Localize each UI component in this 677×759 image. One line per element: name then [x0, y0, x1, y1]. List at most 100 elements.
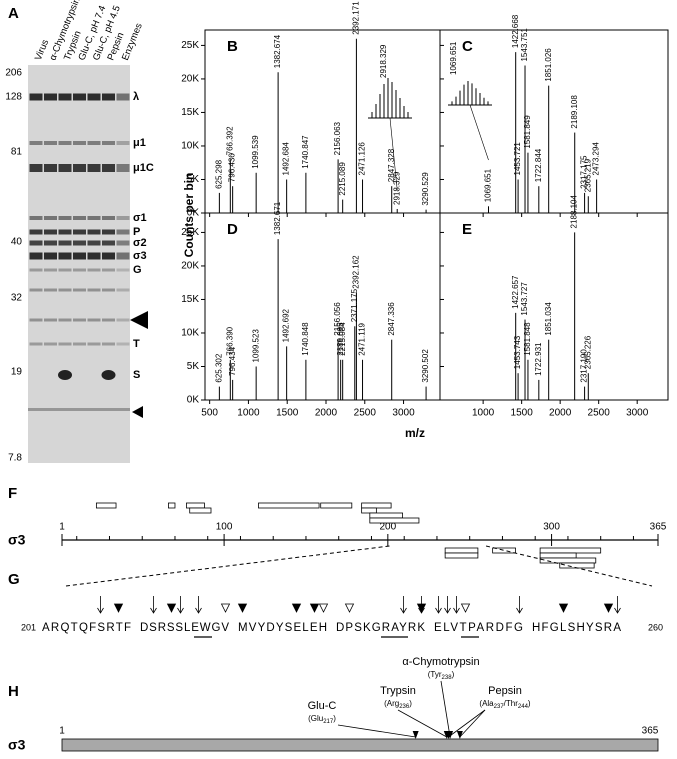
gel-band — [73, 141, 86, 145]
x-tick-label: 2500 — [354, 408, 377, 419]
gel-band — [102, 93, 115, 101]
x-tick-label: 500 — [201, 408, 218, 419]
panel-label: A — [8, 5, 19, 22]
sequence-group: MVYDYSELEH — [238, 622, 327, 634]
gel-band — [58, 318, 72, 322]
cleavage-site: (Arg236) — [384, 699, 412, 709]
sequence-start: 201 — [21, 622, 36, 632]
y-tick-label: 0K — [187, 208, 200, 219]
peak-label: 2365.226 — [583, 335, 592, 369]
peak-label: 625.298 — [214, 159, 223, 188]
x-tick-label: 2500 — [588, 408, 611, 419]
peak-label: 2215.089 — [338, 162, 347, 196]
gel-band — [73, 318, 86, 322]
peak-label: 1099.523 — [251, 329, 260, 363]
gel-band — [87, 141, 101, 145]
inset-connector — [389, 117, 398, 191]
mw-marker: 7.8 — [8, 453, 22, 464]
panel-label: C — [462, 38, 473, 55]
peak-label: 796.434 — [228, 346, 237, 375]
gel-band — [58, 164, 72, 172]
peak-label: 625.302 — [214, 353, 223, 382]
peak-label: 2392.171 — [352, 1, 361, 35]
gel-band — [87, 216, 101, 220]
plot-frame — [439, 212, 669, 401]
gel-band — [29, 93, 43, 101]
peak-label: 1543.751 — [520, 28, 529, 62]
plot-frame — [204, 212, 441, 401]
gel-band — [101, 370, 116, 380]
peak-label: 1740.847 — [301, 135, 310, 169]
gel-band — [29, 342, 43, 346]
cleavage-triangle — [113, 603, 124, 613]
y-tick-label: 20K — [181, 74, 199, 85]
gel-band — [102, 164, 115, 172]
cleavage-triangle — [237, 603, 248, 613]
y-tick-label: 20K — [181, 261, 199, 272]
band-label: σ2 — [133, 237, 147, 249]
plot-frame — [439, 29, 669, 214]
zoom-line — [485, 545, 653, 587]
bar-end: 365 — [642, 726, 659, 737]
fragment — [539, 547, 602, 554]
gel-band — [102, 240, 115, 246]
residue: (Arg — [384, 699, 399, 708]
arrow-head — [614, 607, 621, 614]
protein-label: σ3 — [8, 737, 26, 753]
gel-band — [102, 216, 115, 220]
zoom-line — [65, 545, 390, 587]
band-label: μ1C — [133, 162, 154, 174]
gel-band — [44, 93, 57, 101]
gel-band — [58, 268, 72, 272]
residue-number: 237 — [494, 704, 505, 710]
peak-label: 766.392 — [225, 126, 234, 155]
gel-band — [44, 318, 57, 322]
gel-band — [116, 318, 130, 322]
fragment — [369, 517, 420, 524]
residue-sep: ) — [528, 699, 531, 708]
panel-label: B — [227, 38, 238, 55]
gel-band — [58, 229, 72, 235]
mw-marker: 128 — [5, 92, 22, 103]
fragment — [361, 502, 392, 509]
gel-band — [116, 268, 130, 272]
peak-label: 1851.026 — [544, 48, 553, 82]
gel-band — [102, 268, 115, 272]
y-tick-label: 15K — [181, 107, 199, 118]
gel — [28, 65, 130, 463]
arrow-head — [516, 607, 523, 614]
arrow-head — [150, 607, 157, 614]
peak-label: 2365.219 — [583, 158, 592, 192]
inset-connector — [469, 104, 489, 161]
gel-band — [87, 318, 101, 322]
residue-sep: ) — [452, 670, 455, 679]
sequence-group: ARQTQFSRTF — [42, 622, 131, 634]
gel-band — [44, 268, 57, 272]
cleavage-site: (Tyr238) — [428, 670, 455, 680]
enzyme-name: α-Chymotrypsin — [402, 656, 479, 668]
site-arrowhead — [456, 731, 463, 739]
gel-band — [116, 229, 130, 235]
peak-label: 1492.692 — [282, 308, 291, 342]
peak-label: 2392.162 — [352, 255, 361, 289]
gel-band — [44, 240, 57, 246]
cleavage-triangle — [558, 603, 569, 613]
residue-number: 236 — [399, 704, 410, 710]
gel-band — [58, 342, 72, 346]
sequence-group: HFGLSHYSRA — [532, 622, 621, 634]
gel-band — [87, 342, 101, 346]
mw-marker: 206 — [5, 68, 22, 79]
gel-band — [73, 240, 86, 246]
gel-band — [44, 288, 57, 292]
tick-label: 300 — [543, 522, 560, 533]
gel-band — [102, 141, 115, 145]
plot-frame — [204, 29, 441, 214]
residue: (Tyr — [428, 670, 442, 679]
arrow-head — [418, 607, 425, 614]
gel-band — [44, 252, 57, 260]
gel-band — [44, 229, 57, 235]
tick-label: 365 — [650, 522, 667, 533]
peak-label: 1382.671 — [273, 201, 282, 235]
x-tick-label: 3000 — [626, 408, 649, 419]
gel-band — [87, 229, 101, 235]
